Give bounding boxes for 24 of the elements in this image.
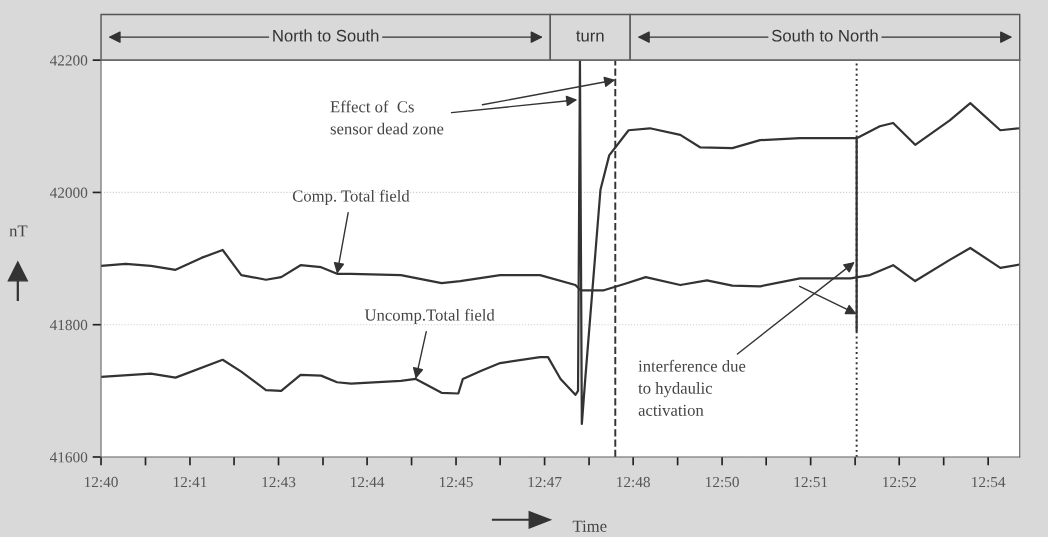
y-tick-label: 42000 [49,187,88,198]
text: North to South [273,29,379,42]
y-axis-title: nT [9,225,28,237]
x-axis-title: Time [572,520,607,532]
y-tick-label: 42200 [49,55,88,66]
y-tick-label: 41600 [49,452,88,463]
text: South to North [771,29,878,42]
x-tick-label: 12:50 [706,476,739,488]
y-tick-label: 41800 [49,319,88,331]
x-tick-label: 12:45 [439,476,473,488]
x-tick-label: 12:51 [794,476,828,488]
x-tick-label: 12:54 [972,476,1006,488]
x-tick-label: 12:41 [173,476,207,488]
x-tick-label: 12:43 [262,476,296,488]
annotation: Effect of Cs sensor dead zone [330,100,444,135]
annotation: Comp. Total field [292,189,410,206]
x-tick-label: 12:44 [351,476,385,488]
x-tick-label: 12:48 [617,476,650,488]
x-tick-label: 12:47 [528,476,562,488]
text: turn [576,30,604,42]
x-tick-label: 12:52 [883,476,916,488]
annotation: Uncomp.Total field [364,308,495,325]
x-tick-label: 12:40 [84,476,118,488]
annotation: interference due to hydaulic activation [638,359,746,416]
